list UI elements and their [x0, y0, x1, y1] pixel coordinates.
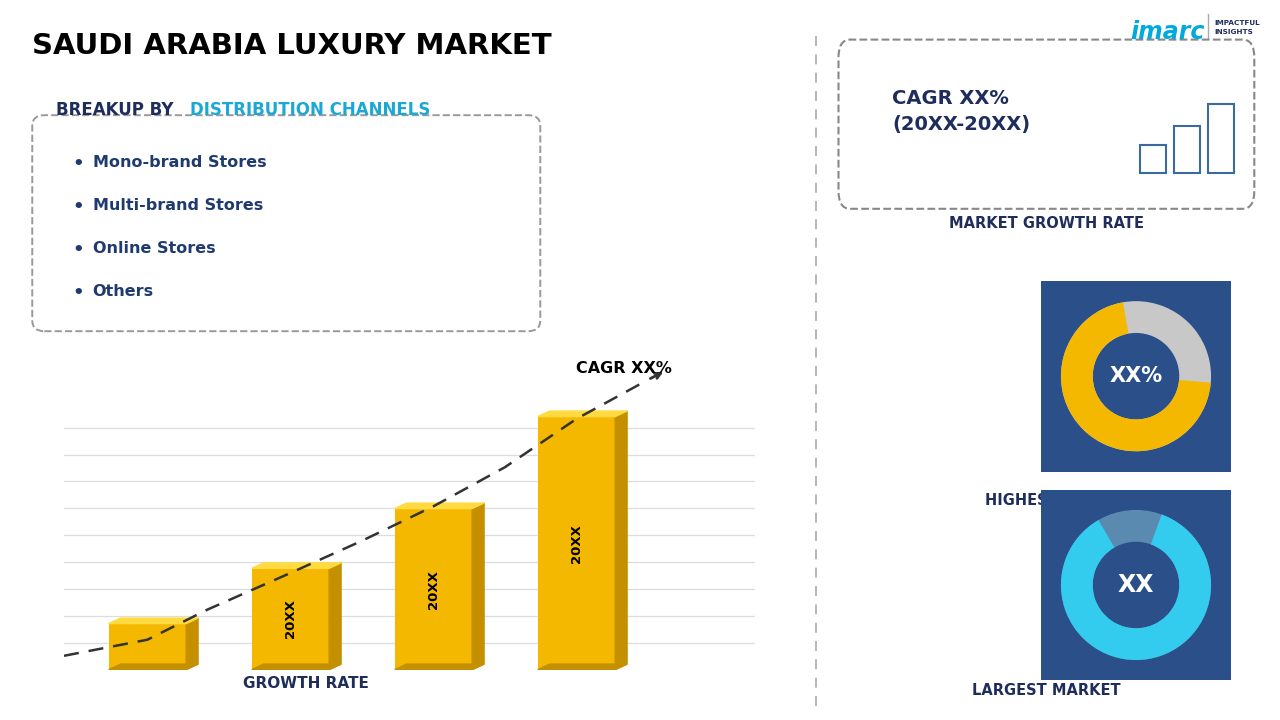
Polygon shape: [109, 618, 198, 624]
Text: BREAKUP BY: BREAKUP BY: [56, 101, 179, 119]
Text: 20XX: 20XX: [284, 600, 297, 639]
Polygon shape: [394, 503, 484, 508]
Text: IMPACTFUL
INSIGHTS: IMPACTFUL INSIGHTS: [1215, 20, 1261, 35]
Text: Mono-brand Stores: Mono-brand Stores: [92, 155, 266, 170]
FancyBboxPatch shape: [1032, 271, 1240, 481]
Text: •: •: [73, 241, 84, 259]
Polygon shape: [538, 411, 627, 417]
Polygon shape: [538, 664, 627, 670]
Text: Others: Others: [92, 284, 154, 300]
Text: imarc: imarc: [1130, 20, 1204, 44]
Text: Multi-brand Stores: Multi-brand Stores: [92, 198, 262, 213]
Text: •: •: [73, 198, 84, 216]
Polygon shape: [472, 503, 484, 670]
Text: HIGHEST CAGR: HIGHEST CAGR: [984, 493, 1108, 508]
Text: 20XX: 20XX: [570, 523, 582, 562]
FancyBboxPatch shape: [1032, 480, 1240, 690]
Polygon shape: [109, 664, 198, 670]
Text: Online Stores: Online Stores: [92, 241, 215, 256]
Text: XX: XX: [1117, 573, 1155, 597]
Text: CAGR XX%: CAGR XX%: [576, 361, 672, 376]
Bar: [394, 508, 472, 670]
FancyBboxPatch shape: [838, 40, 1254, 209]
Wedge shape: [1061, 515, 1211, 660]
Polygon shape: [616, 411, 627, 670]
Polygon shape: [186, 618, 198, 670]
Text: •: •: [73, 284, 84, 302]
Wedge shape: [1061, 301, 1211, 451]
Wedge shape: [1061, 302, 1211, 451]
Text: SAUDI ARABIA LUXURY MARKET: SAUDI ARABIA LUXURY MARKET: [32, 32, 552, 60]
Polygon shape: [329, 563, 340, 670]
Text: •: •: [73, 155, 84, 173]
Polygon shape: [252, 563, 340, 568]
Text: CAGR XX%
(20XX-20XX): CAGR XX% (20XX-20XX): [892, 89, 1030, 135]
Bar: [538, 417, 616, 670]
Text: 20XX: 20XX: [428, 570, 440, 608]
Text: XX%: XX%: [1110, 366, 1162, 386]
Bar: [252, 568, 329, 670]
Polygon shape: [252, 664, 340, 670]
Text: DISTRIBUTION CHANNELS: DISTRIBUTION CHANNELS: [189, 101, 430, 119]
Text: LARGEST MARKET: LARGEST MARKET: [972, 683, 1121, 698]
Polygon shape: [394, 664, 484, 670]
Text: MARKET GROWTH RATE: MARKET GROWTH RATE: [948, 216, 1144, 231]
Text: GROWTH RATE: GROWTH RATE: [243, 676, 370, 691]
Wedge shape: [1061, 510, 1211, 660]
FancyBboxPatch shape: [32, 115, 540, 331]
Bar: [109, 624, 186, 670]
